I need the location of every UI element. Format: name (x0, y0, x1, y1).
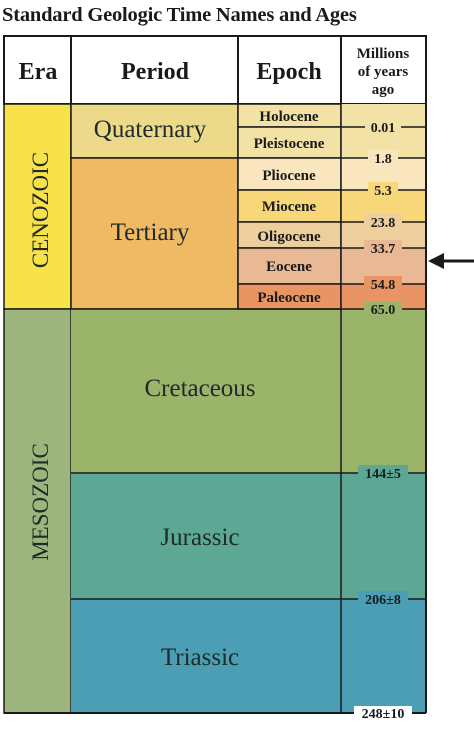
age-header-line3: ago (372, 82, 395, 98)
epoch-paleocene-label: Paleocene (257, 290, 321, 306)
age-label: 206±8 (365, 593, 401, 608)
age-label-bg (368, 150, 398, 166)
period-quaternary-label: Quaternary (94, 116, 207, 143)
header-row (3, 35, 427, 105)
epoch-oligocene-label: Oligocene (257, 229, 321, 245)
epoch-miocene-label: Miocene (262, 199, 316, 215)
epoch-header: Epoch (256, 59, 321, 85)
period-cretaceous-label: Cretaceous (144, 375, 255, 402)
age-label: 23.8 (371, 216, 396, 231)
age-band (341, 599, 426, 713)
age-label-bg (364, 240, 402, 256)
age-label-bg (364, 276, 402, 292)
age-header-line1: Millions (357, 46, 410, 62)
age-label-bg (365, 119, 401, 135)
era-header: Era (19, 59, 58, 85)
age-label: 1.8 (374, 152, 392, 167)
epoch-eocene-label: Eocene (266, 259, 312, 275)
age-label: 33.7 (371, 242, 396, 257)
age-label: 248±10 (362, 707, 405, 722)
period-triassic (71, 599, 341, 713)
age-label-bg (364, 302, 402, 317)
age-band (341, 473, 426, 599)
age-label: 65.0 (371, 303, 396, 318)
age-label: 0.01 (371, 121, 396, 136)
period-cretaceous (71, 309, 341, 473)
period-jurassic (71, 473, 341, 599)
period-jurassic-label: Jurassic (160, 524, 239, 551)
age-label-bg (354, 706, 412, 721)
era-mesozoic-label: MESOZOIC (28, 443, 53, 561)
age-label: 144±5 (365, 467, 401, 482)
period-tertiary-label: Tertiary (111, 219, 190, 246)
period-header: Period (121, 59, 190, 85)
chart-title: Standard Geologic Time Names and Ages (2, 4, 357, 26)
age-label: 54.8 (371, 278, 396, 293)
age-label-bg (358, 591, 408, 607)
age-band (341, 309, 426, 473)
epoch-pleistocene-label: Pleistocene (254, 136, 325, 152)
era-cenozoic-label: CENOZOIC (28, 152, 53, 268)
age-label-bg (368, 182, 398, 198)
epoch-pliocene-label: Pliocene (262, 168, 316, 184)
arrow-icon (428, 253, 474, 269)
age-label-bg (358, 465, 408, 481)
epoch-pleistocene (237, 126, 342, 159)
age-band (341, 104, 426, 127)
age-header-line2: of years (358, 64, 409, 80)
epoch-holocene-label: Holocene (259, 109, 318, 125)
period-triassic-label: Triassic (161, 644, 239, 671)
age-label-bg (364, 214, 402, 230)
age-label: 5.3 (374, 184, 392, 199)
